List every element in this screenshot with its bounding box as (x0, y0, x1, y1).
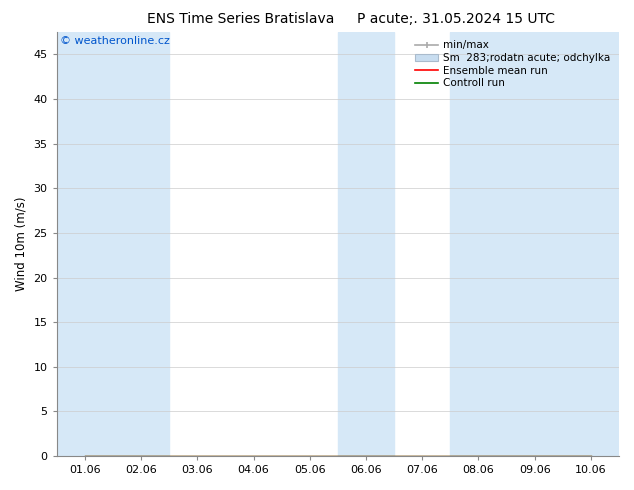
Y-axis label: Wind 10m (m/s): Wind 10m (m/s) (15, 197, 28, 292)
Bar (113, 32, 169, 456)
Text: © weatheronline.cz: © weatheronline.cz (60, 36, 169, 47)
Text: P acute;. 31.05.2024 15 UTC: P acute;. 31.05.2024 15 UTC (358, 12, 555, 26)
Bar (338, 32, 394, 456)
Bar (507, 32, 563, 456)
Legend: min/max, Sm  283;rodatn acute; odchylka, Ensemble mean run, Controll run: min/max, Sm 283;rodatn acute; odchylka, … (412, 37, 614, 92)
Bar (450, 32, 507, 456)
Bar (563, 32, 619, 456)
Bar (56, 32, 113, 456)
Text: ENS Time Series Bratislava: ENS Time Series Bratislava (147, 12, 335, 26)
